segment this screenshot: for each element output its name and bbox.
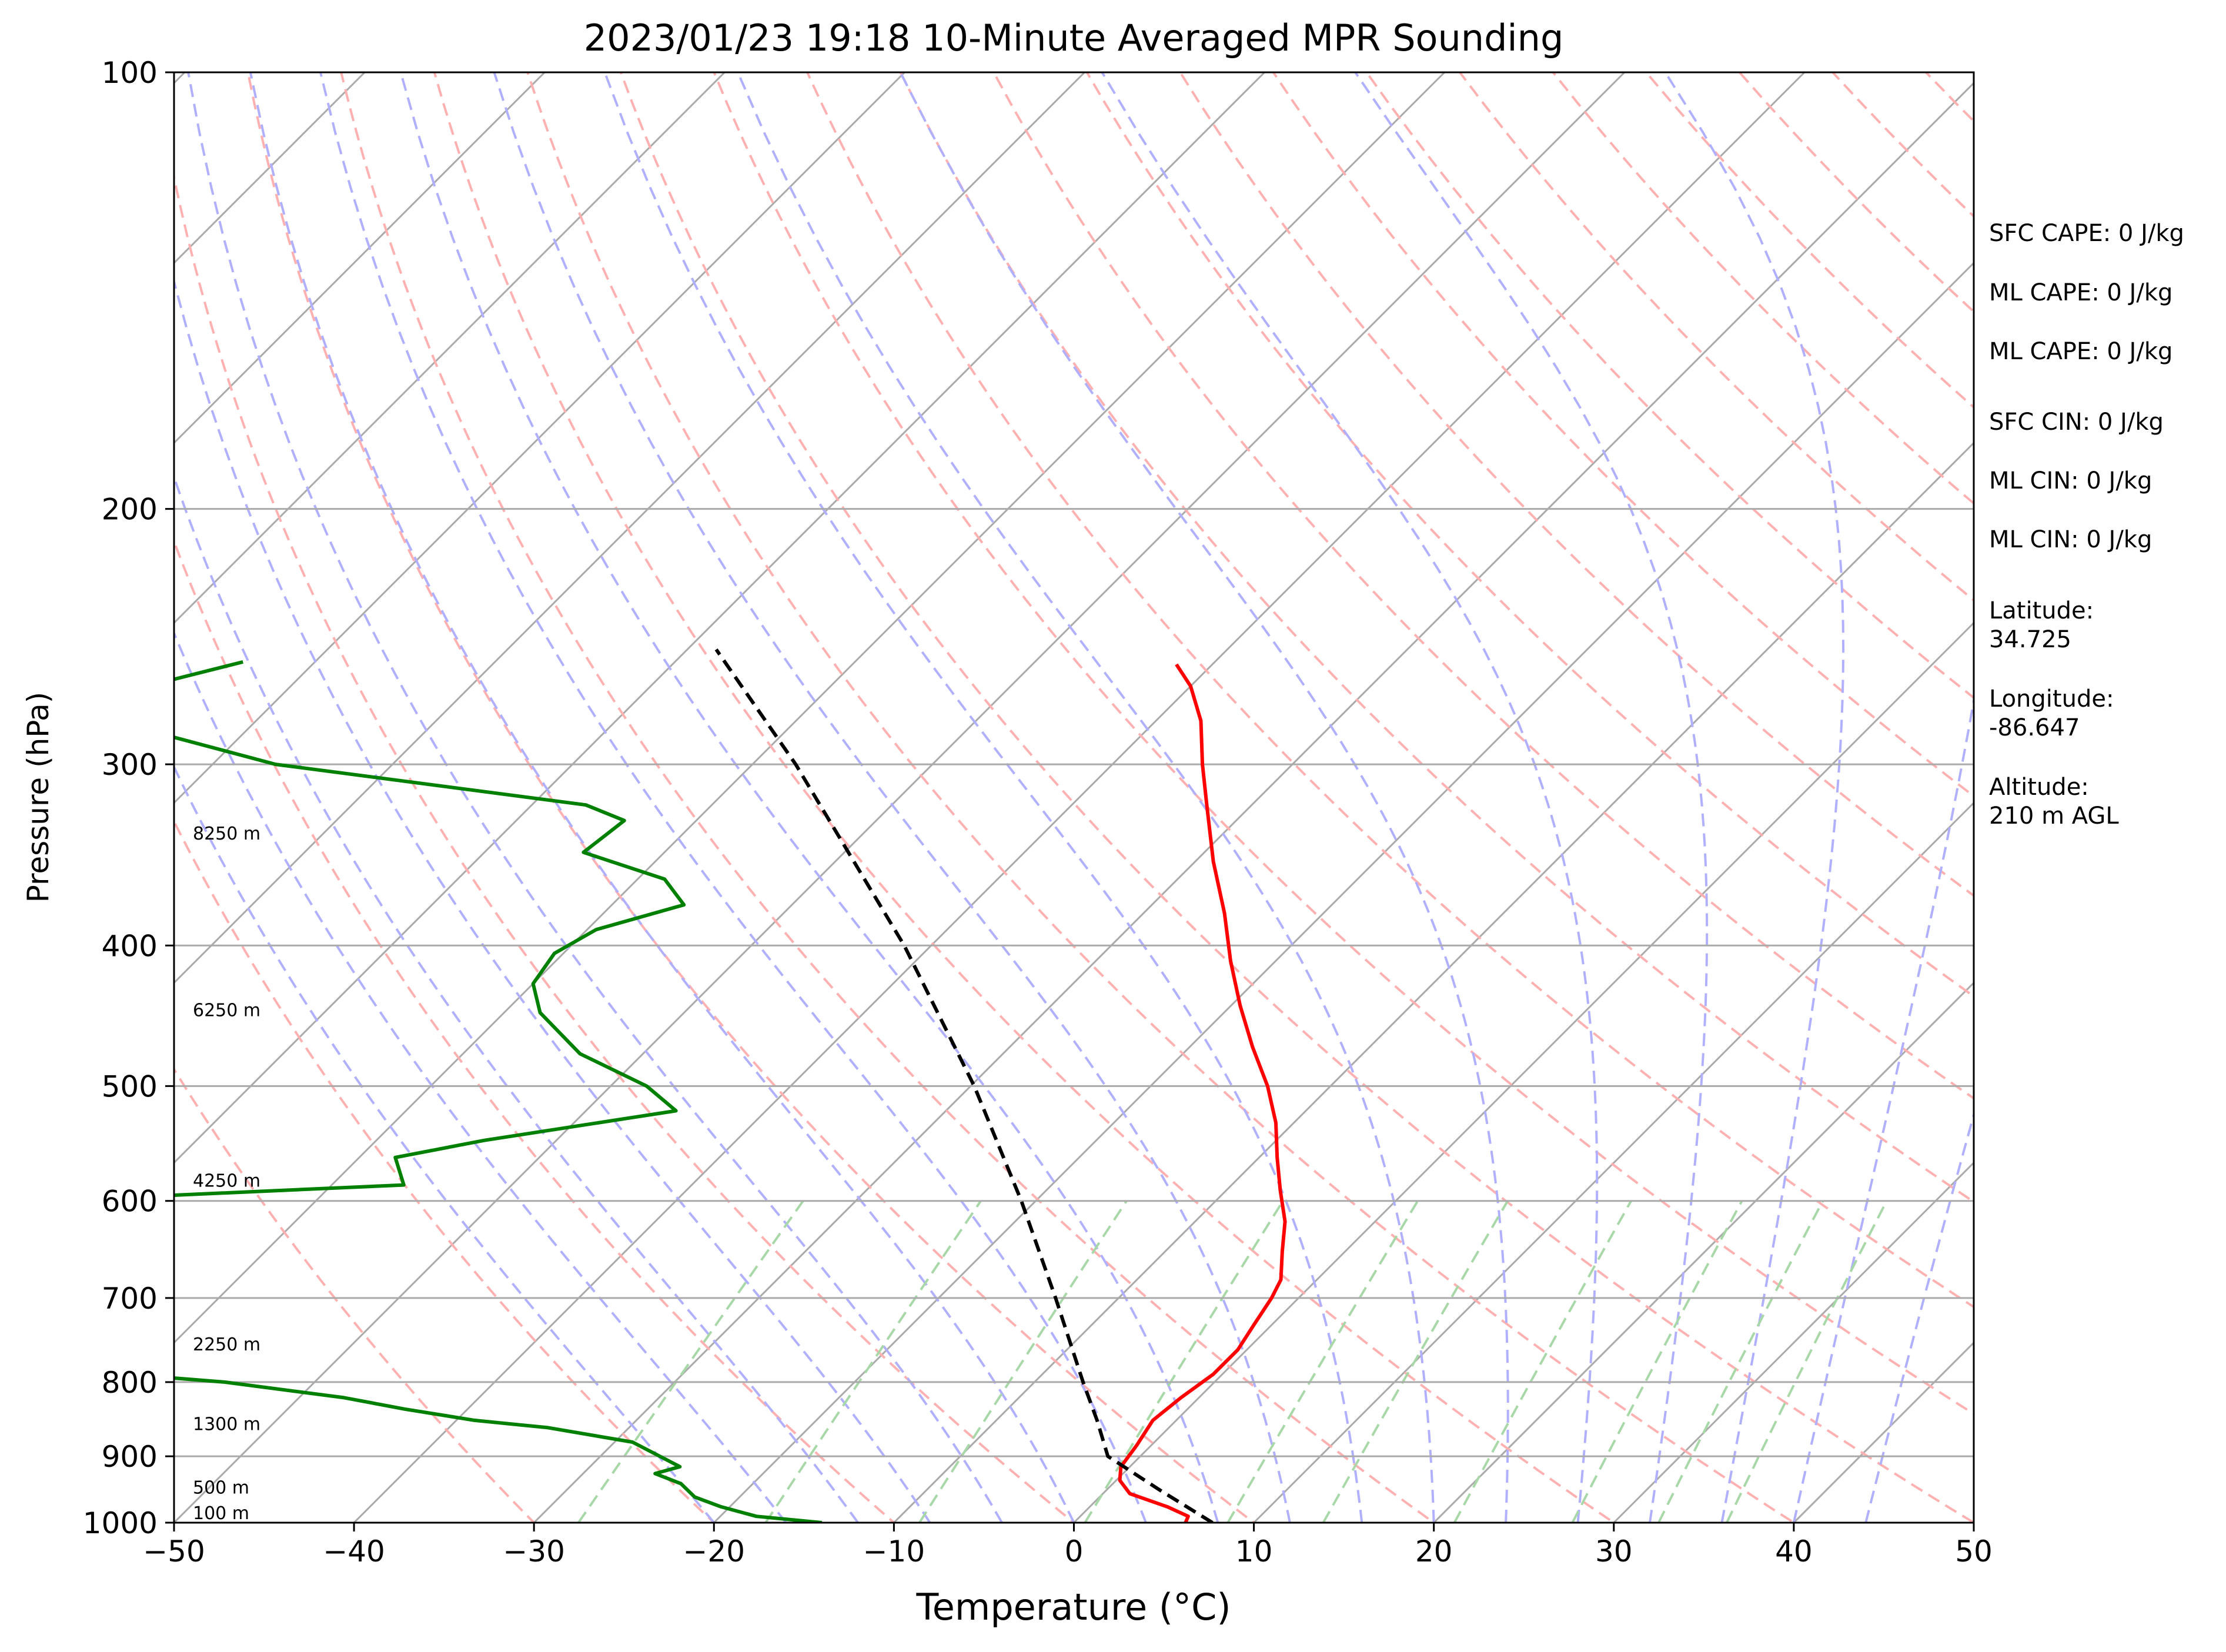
moist-adiabat-line [493, 72, 1291, 1523]
isotherm-line [713, 262, 1974, 1523]
moist-adiabat-line [174, 630, 787, 1523]
x-tick-label: 10 [1235, 1534, 1273, 1569]
dry-adiabat-line [174, 818, 716, 1523]
y-tick-label: 1000 [83, 1506, 158, 1540]
dry-adiabat-line [174, 1067, 536, 1523]
height-label: 8250 m [193, 824, 260, 844]
mixing-ratio-line [1657, 1200, 1824, 1523]
x-tick-label: −40 [323, 1534, 385, 1569]
dry-adiabat-line [619, 72, 1974, 1523]
isotherm-line [533, 82, 1974, 1523]
x-tick-label: −20 [683, 1534, 746, 1569]
x-tick-label: −50 [143, 1534, 205, 1569]
moist-adiabat-line [1101, 72, 1599, 1523]
x-tick-label: −10 [863, 1534, 925, 1569]
y-tick-label: 800 [102, 1366, 158, 1400]
height-label: 2250 m [193, 1335, 260, 1355]
dry-adiabat-line [713, 72, 1974, 1416]
ml-cin-text-2: ML CIN: 0 J/kg [1989, 526, 2153, 553]
y-axis-ticks: 100 200 300 400 500 600 700 800 900 1000 [83, 56, 174, 1540]
y-tick-label: 300 [102, 748, 158, 782]
y-tick-label: 100 [102, 56, 158, 90]
isotherm-line [174, 72, 546, 444]
mixing-ratio-line [1571, 1200, 1743, 1523]
isotherm-line [174, 72, 1266, 1164]
ml-cin-text: ML CIN: 0 J/kg [1989, 467, 2153, 494]
chart-title: 2023/01/23 19:18 10-Minute Averaged MPR … [584, 16, 1564, 59]
ml-cape-text: ML CAPE: 0 J/kg [1989, 279, 2173, 306]
x-tick-label: 50 [1955, 1534, 1993, 1569]
sfc-cin-text: SFC CIN: 0 J/kg [1989, 409, 2164, 436]
x-axis-label: Temperature (°C) [915, 1586, 1231, 1628]
dry-adiabat-line [805, 72, 1974, 1309]
isotherm-line [174, 72, 1086, 984]
moist-adiabat-line [174, 276, 931, 1523]
altitude-text: Altitude: 210 m AGL [1989, 774, 2119, 830]
dry-adiabat-line [174, 538, 896, 1523]
moist-adiabat-line [399, 72, 1219, 1523]
parcel-path-line [714, 648, 1214, 1523]
moist-adiabat-line [1792, 694, 1974, 1523]
sfc-cape-text: SFC CAPE: 0 J/kg [1989, 220, 2184, 247]
y-tick-label: 500 [102, 1069, 158, 1103]
mixing-ratio-line [1726, 1200, 1888, 1523]
y-tick-label: 600 [102, 1185, 158, 1219]
height-label: 4250 m [193, 1171, 260, 1192]
dry-adiabat-line [899, 72, 1974, 1203]
dewpoint-line [174, 660, 823, 1523]
latitude-text: Latitude: 34.725 [1989, 597, 2094, 653]
dry-adiabat-line [246, 72, 1256, 1523]
y-tick-label: 900 [102, 1440, 158, 1474]
dry-adiabat-line [433, 72, 1616, 1523]
height-labels: 100 m 500 m 1300 m 2250 m 4250 m 6250 m 8250 m [193, 824, 260, 1524]
moist-adiabat-line [603, 72, 1363, 1523]
isotherm-line [1072, 621, 1974, 1523]
x-axis-ticks: −50 −40 −30 −20 −10 0 10 20 30 40 50 [143, 1523, 1993, 1569]
x-tick-label: 40 [1775, 1534, 1813, 1569]
longitude-text: Longitude: -86.647 [1989, 685, 2114, 741]
y-tick-label: 700 [102, 1282, 158, 1316]
isotherm-line [174, 72, 1446, 1345]
pressure-gridlines [174, 72, 1974, 1523]
height-label: 6250 m [193, 1001, 260, 1021]
y-axis-label: Pressure (hPa) [21, 692, 55, 903]
moist-adiabat-line [899, 72, 1509, 1523]
dry-adiabat-line [1085, 72, 1974, 998]
moist-adiabat-line [736, 72, 1435, 1523]
height-label: 1300 m [193, 1414, 260, 1434]
x-tick-label: 30 [1595, 1534, 1633, 1569]
background-lines [174, 72, 1974, 1523]
isotherm-line [352, 72, 1806, 1523]
dry-adiabat-line [1365, 72, 1974, 700]
moist-adiabat-line [1663, 72, 1845, 1523]
ml-cape-text-2: ML CAPE: 0 J/kg [1989, 338, 2173, 365]
isotherm-line [174, 72, 1626, 1523]
dry-adiabat-line [526, 72, 1796, 1523]
x-tick-label: 20 [1415, 1534, 1453, 1569]
isotherm-line [893, 442, 1974, 1523]
moist-adiabat-line [174, 473, 859, 1523]
x-tick-label: 0 [1065, 1534, 1084, 1569]
dry-adiabat-line [174, 172, 1076, 1523]
profile-lines [174, 648, 1287, 1523]
temperature-line [1118, 663, 1287, 1523]
isotherm-line [1432, 981, 1974, 1523]
moist-adiabat-line [174, 764, 715, 1523]
moist-adiabat-line [1353, 72, 1709, 1523]
moist-adiabat-line [187, 72, 1003, 1523]
y-tick-label: 200 [102, 493, 158, 527]
isotherm-line [174, 72, 726, 624]
height-label: 100 m [193, 1503, 249, 1524]
isotherm-line [174, 72, 906, 804]
dry-adiabat-line [1272, 72, 1974, 798]
moist-adiabat-line [319, 72, 1147, 1523]
x-tick-label: −30 [503, 1534, 565, 1569]
moist-adiabat-line [249, 72, 1075, 1523]
height-label: 500 m [193, 1477, 249, 1498]
mixing-ratio-line [1453, 1200, 1632, 1523]
y-tick-label: 400 [102, 929, 158, 963]
moist-adiabat-line [1864, 1110, 1974, 1523]
